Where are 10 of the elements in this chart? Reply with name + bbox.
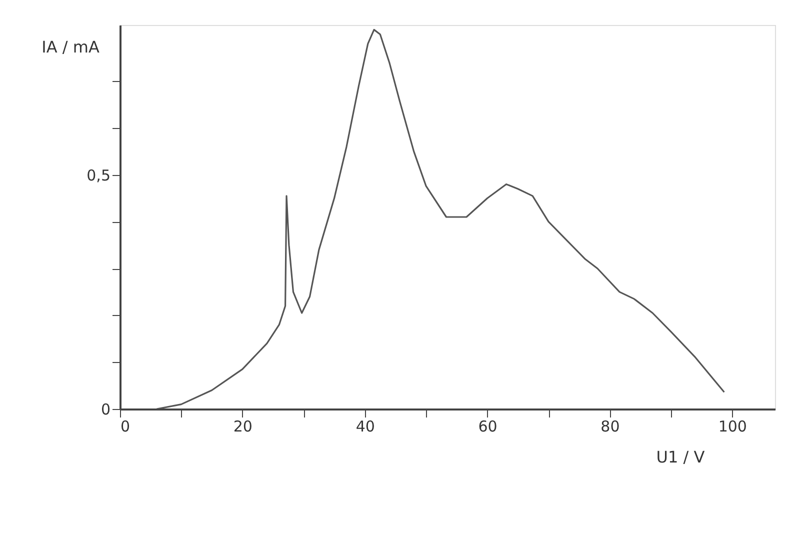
x-tick-label: 60 [478, 418, 498, 436]
x-tick-label: 20 [233, 418, 252, 436]
y-axis-title: IA / mA [42, 38, 100, 56]
x-tick-label: 40 [356, 418, 375, 436]
line-series [156, 28, 725, 409]
x-tick-label: 0 [120, 418, 130, 436]
x-axis-title: U1 / V [656, 448, 705, 466]
y-tick-label: 0,5 [86, 166, 110, 184]
x-tick-label: 80 [600, 418, 620, 436]
x-tick-label: 100 [718, 418, 747, 436]
